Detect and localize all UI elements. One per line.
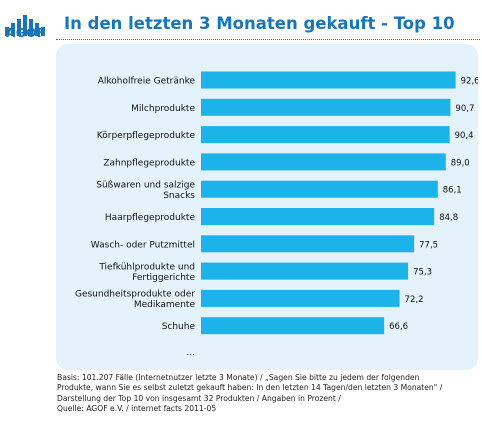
agof-logo-icon [5,15,45,36]
category-label: Körperpflegeprodukte [97,131,196,141]
category-label: Gesundheitsprodukte oder [75,290,195,300]
footnote: Basis: 101.207 Fälle (Internetnutzer let… [57,373,477,414]
bar [201,126,450,144]
category-label: Alkoholfreie Getränke [98,77,196,87]
bar [201,289,400,307]
trailing-label: ... [186,348,195,358]
value-label: 72,2 [405,295,424,305]
category-label: Süßwaren und salzige [96,180,195,190]
bar [201,98,451,116]
value-label: 90,7 [455,104,474,114]
bar [201,262,409,280]
chart-title: In den letzten 3 Monaten gekauft - Top 1… [64,14,455,33]
footnote-line: Basis: 101.207 Fälle (Internetnutzer let… [57,373,420,382]
bar [201,180,438,198]
value-label: 90,4 [455,131,474,141]
bar [201,153,446,171]
value-label: 77,5 [419,240,438,250]
footnote-line: Darstellung der Top 10 von insgesamt 32 … [57,393,341,403]
value-label: 92,6 [461,77,478,87]
bar [201,235,415,253]
chart-panel: 92,6 Alkoholfreie Getränke 90,7 Milchproduk… [56,44,478,370]
title-divider [56,39,480,40]
footnote-line: Quelle: AGOF e.V. / internet facts 2011-… [57,403,217,413]
bar [201,317,385,335]
bar-chart: 92,6 Alkoholfreie Getränke 90,7 Milchproduk… [75,71,478,358]
brand-name: AGOF [6,26,46,40]
value-label: 66,6 [389,322,408,332]
category-label: Schuhe [162,322,196,332]
footnote-line: Produkte, wann Sie es selbst zuletzt gek… [57,383,443,393]
bar [201,71,456,89]
value-label: 86,1 [443,186,462,196]
value-label: 75,3 [413,268,432,278]
category-label: Haarpflegeprodukte [105,213,196,223]
category-label: Tiefkühlprodukte und [98,262,195,272]
category-label: Milchprodukte [131,104,195,114]
bar [201,208,435,225]
value-label: 89,0 [451,158,470,168]
category-label: Zahnpflegeprodukte [103,158,195,168]
category-label: Snacks [163,191,195,201]
category-label: Fertiggerichte [132,273,195,283]
category-label: Medikamente [134,300,196,310]
value-label: 84,8 [439,213,458,223]
category-label: Wasch- oder Putzmittel [91,240,195,250]
